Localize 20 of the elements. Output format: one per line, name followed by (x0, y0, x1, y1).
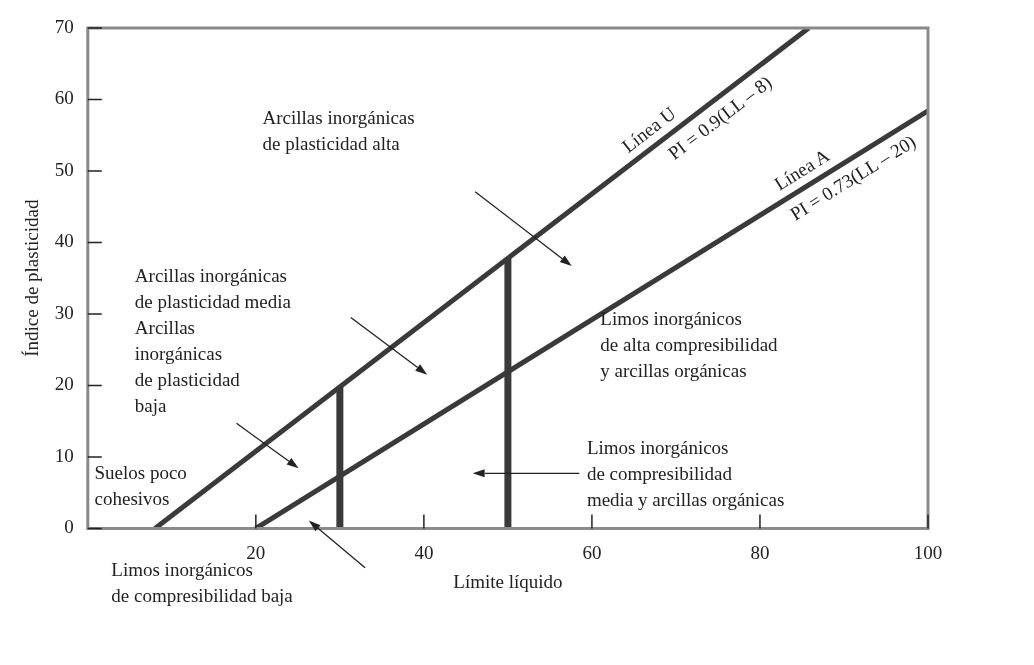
annotation: Suelos poco cohesivos (94, 460, 187, 511)
x-tick-label: 60 (582, 541, 602, 563)
y-tick-label: 0 (64, 516, 74, 538)
y-tick-label: 30 (54, 301, 74, 323)
y-tick-label: 70 (54, 15, 74, 37)
annotation: Limos inorgánicos de alta compresibilidad y arcillas orgánicas (600, 307, 778, 384)
annotation: Arcillas inorgánicas de plasticidad alta (262, 106, 415, 157)
y-tick-label: 20 (54, 373, 74, 395)
x-tick-label: 40 (414, 541, 434, 563)
y-tick-label: 50 (54, 158, 74, 180)
y-tick-label: 40 (54, 230, 74, 252)
x-axis-title: Límite líquido (453, 570, 563, 592)
annotation: Arcillas inorgánicas de plasticidad baja (134, 316, 240, 419)
y-tick-label: 60 (54, 87, 74, 109)
annotation: Arcillas inorgánicas de plasticidad media (134, 264, 292, 315)
y-tick-label: 10 (54, 444, 74, 466)
y-axis-title: Índice de plasticidad (21, 199, 43, 357)
x-tick-label: 100 (913, 541, 943, 563)
x-tick-label: 80 (750, 541, 770, 563)
annotation: Limos inorgánicos de compresibilidad media y arcillas orgánicas (586, 435, 785, 512)
